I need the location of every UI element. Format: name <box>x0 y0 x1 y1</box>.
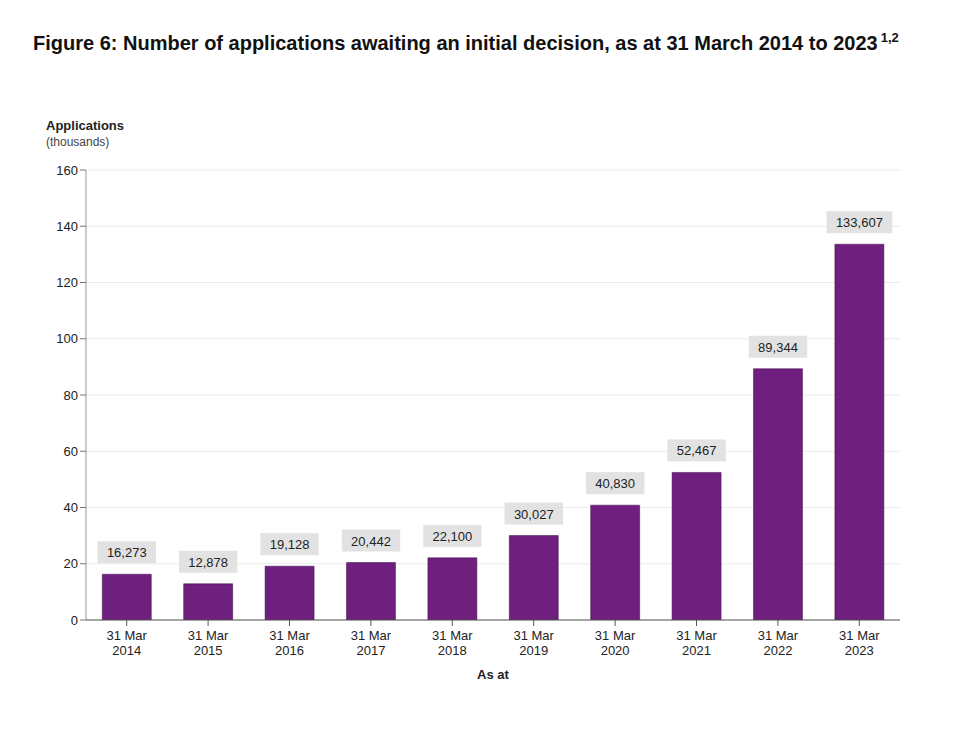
svg-text:2014: 2014 <box>112 643 141 658</box>
svg-text:0: 0 <box>71 613 78 628</box>
svg-text:20: 20 <box>64 556 78 571</box>
svg-text:31 Mar: 31 Mar <box>676 628 717 643</box>
svg-text:20,442: 20,442 <box>351 534 391 549</box>
svg-text:31 Mar: 31 Mar <box>106 628 147 643</box>
svg-text:19,128: 19,128 <box>270 537 310 552</box>
svg-text:2017: 2017 <box>356 643 385 658</box>
html-text:Figure 6: Number of applicatio: Figure 6: Number of applications awaitin… <box>33 31 878 54</box>
svg-text:60: 60 <box>64 444 78 459</box>
svg-text:40,830: 40,830 <box>595 476 635 491</box>
svg-text:2021: 2021 <box>682 643 711 658</box>
svg-text:2018: 2018 <box>438 643 467 658</box>
svg-text:100: 100 <box>56 331 78 346</box>
svg-text:31 Mar: 31 Mar <box>839 628 880 643</box>
svg-text:2019: 2019 <box>519 643 548 658</box>
svg-text:31 Mar: 31 Mar <box>188 628 229 643</box>
html-text:Applications: Applications <box>46 118 124 133</box>
svg-text:31 Mar: 31 Mar <box>758 628 799 643</box>
svg-text:120: 120 <box>56 275 78 290</box>
svg-text:2023: 2023 <box>845 643 874 658</box>
svg-text:2022: 2022 <box>763 643 792 658</box>
html-text:(thousands): (thousands) <box>46 135 110 149</box>
svg-text:31 Mar: 31 Mar <box>269 628 310 643</box>
html-text:As at: As at <box>477 667 509 682</box>
svg-text:12,878: 12,878 <box>188 555 228 570</box>
svg-text:16,273: 16,273 <box>107 545 147 560</box>
svg-text:30,027: 30,027 <box>514 507 554 522</box>
svg-text:31 Mar: 31 Mar <box>595 628 636 643</box>
svg-text:160: 160 <box>56 163 78 178</box>
svg-text:89,344: 89,344 <box>758 340 798 355</box>
svg-text:40: 40 <box>64 500 78 515</box>
svg-text:140: 140 <box>56 219 78 234</box>
svg-text:31 Mar: 31 Mar <box>351 628 392 643</box>
html-text:1,2: 1,2 <box>880 30 899 45</box>
svg-text:2020: 2020 <box>601 643 630 658</box>
svg-text:52,467: 52,467 <box>677 443 717 458</box>
svg-text:22,100: 22,100 <box>432 529 472 544</box>
svg-text:2016: 2016 <box>275 643 304 658</box>
svg-text:2015: 2015 <box>194 643 223 658</box>
svg-text:133,607: 133,607 <box>836 215 883 230</box>
svg-text:31 Mar: 31 Mar <box>513 628 554 643</box>
svg-text:80: 80 <box>64 388 78 403</box>
svg-text:31 Mar: 31 Mar <box>432 628 473 643</box>
